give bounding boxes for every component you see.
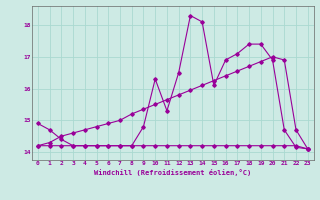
X-axis label: Windchill (Refroidissement éolien,°C): Windchill (Refroidissement éolien,°C) <box>94 169 252 176</box>
